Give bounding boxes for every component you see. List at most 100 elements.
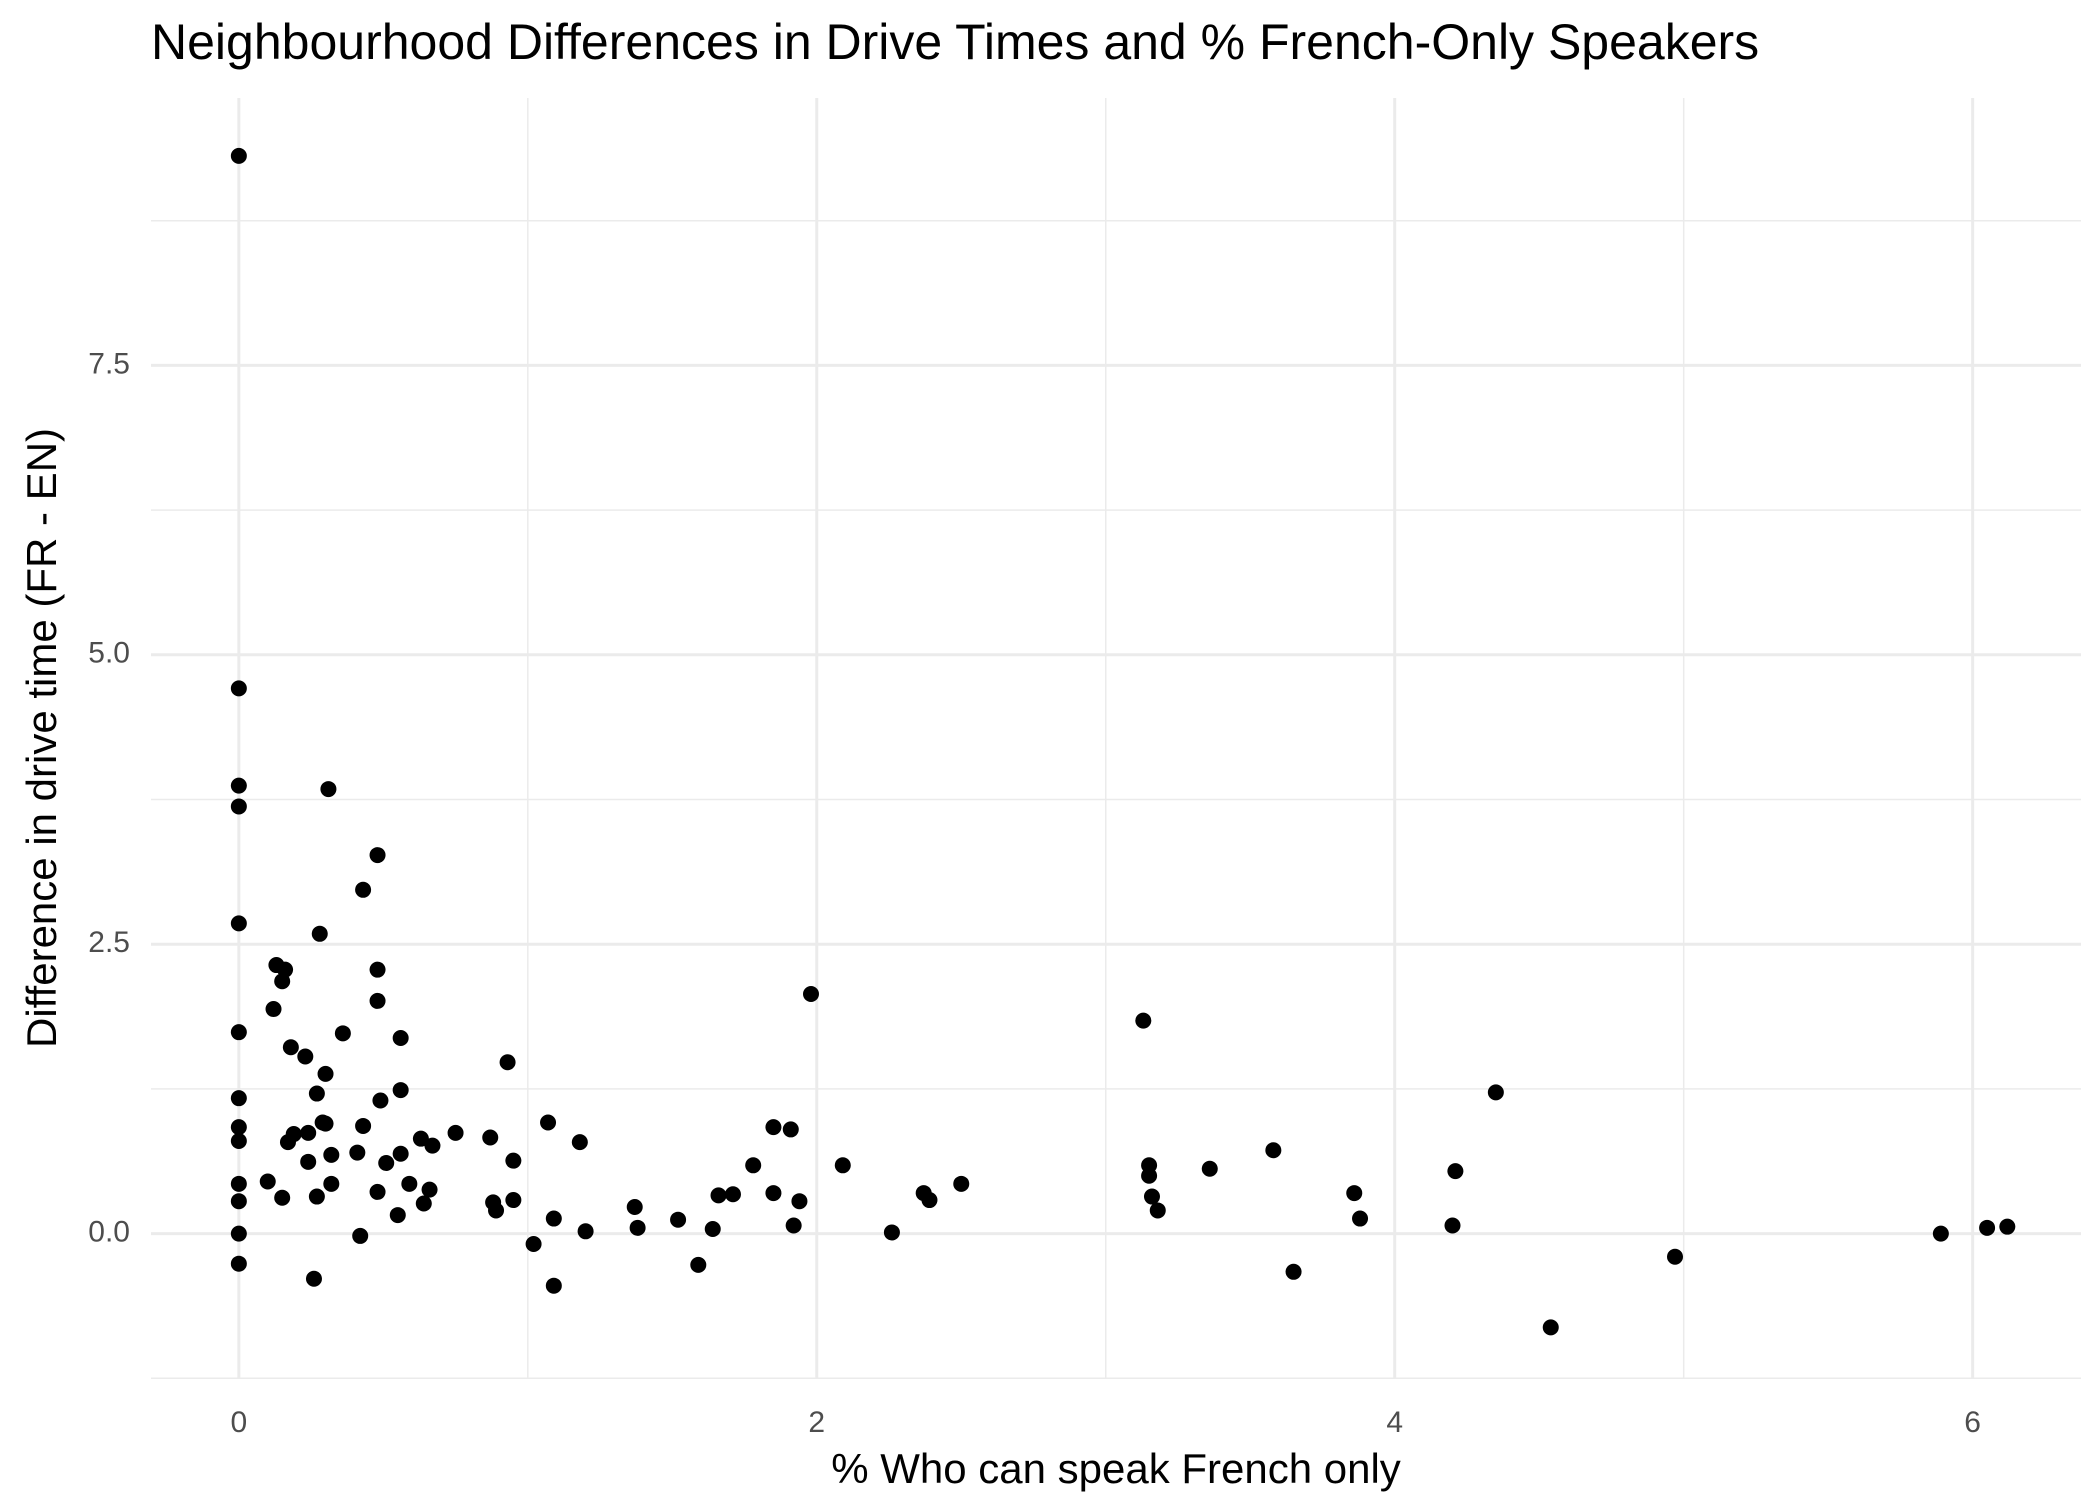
point <box>259 1173 276 1190</box>
point <box>349 1144 366 1161</box>
point <box>545 1210 562 1227</box>
point <box>1444 1217 1461 1234</box>
point <box>488 1202 505 1219</box>
point <box>525 1236 542 1253</box>
point <box>424 1137 441 1154</box>
point <box>230 680 247 697</box>
point <box>1143 1188 1160 1205</box>
point <box>323 1146 340 1163</box>
point <box>1346 1185 1363 1202</box>
y-axis-title: Difference in drive time (FR - EN) <box>18 428 65 1048</box>
point <box>392 1145 409 1162</box>
point <box>791 1193 808 1210</box>
point <box>230 798 247 815</box>
point <box>311 925 328 942</box>
point <box>545 1277 562 1294</box>
grid <box>151 98 2081 1380</box>
x-tick-label: 0 <box>231 1406 248 1439</box>
point <box>308 1085 325 1102</box>
point <box>704 1220 721 1237</box>
point <box>352 1227 369 1244</box>
point <box>323 1175 340 1192</box>
point <box>230 1119 247 1136</box>
points <box>230 147 2016 1336</box>
point <box>1201 1160 1218 1177</box>
point <box>230 147 247 164</box>
point <box>1265 1142 1282 1159</box>
y-tick-label: 2.5 <box>88 926 130 959</box>
x-tick-label: 6 <box>1964 1406 1981 1439</box>
point <box>1135 1012 1152 1029</box>
point <box>883 1224 900 1241</box>
point <box>355 881 372 898</box>
point <box>279 1134 296 1151</box>
point <box>389 1207 406 1224</box>
point <box>670 1211 687 1228</box>
point <box>953 1175 970 1192</box>
point <box>317 1115 334 1132</box>
point <box>265 1001 282 1018</box>
point <box>1999 1218 2016 1235</box>
point <box>230 1024 247 1041</box>
point <box>782 1121 799 1138</box>
point <box>1352 1210 1369 1227</box>
point <box>1447 1163 1464 1180</box>
point <box>392 1082 409 1099</box>
point <box>626 1198 643 1215</box>
point <box>300 1153 317 1170</box>
point <box>499 1054 516 1071</box>
point <box>300 1124 317 1141</box>
point <box>355 1117 372 1134</box>
point <box>297 1048 314 1065</box>
point <box>230 1132 247 1149</box>
point <box>369 992 386 1009</box>
point <box>320 781 337 798</box>
point <box>230 1225 247 1242</box>
point <box>447 1124 464 1141</box>
point <box>230 1193 247 1210</box>
point <box>412 1130 429 1147</box>
point <box>230 777 247 794</box>
point <box>765 1119 782 1136</box>
point <box>305 1270 322 1287</box>
point <box>505 1152 522 1169</box>
x-axis-title: % Who can speak French only <box>831 1445 1401 1492</box>
point <box>921 1192 938 1209</box>
point <box>421 1181 438 1198</box>
point <box>274 973 291 990</box>
point <box>834 1157 851 1174</box>
point <box>230 1090 247 1107</box>
y-tick-label: 7.5 <box>88 347 130 380</box>
point <box>710 1187 727 1204</box>
point <box>1932 1225 1949 1242</box>
x-tick-label: 2 <box>808 1406 825 1439</box>
point <box>401 1175 418 1192</box>
point <box>540 1114 557 1131</box>
point <box>378 1154 395 1171</box>
point <box>690 1256 707 1273</box>
point <box>802 985 819 1002</box>
point <box>1141 1167 1158 1184</box>
point <box>372 1092 389 1109</box>
point <box>1149 1202 1166 1219</box>
point <box>577 1223 594 1240</box>
point <box>765 1185 782 1202</box>
point <box>724 1186 741 1203</box>
point <box>369 847 386 864</box>
point <box>1979 1219 1996 1236</box>
point <box>785 1217 802 1234</box>
point <box>1487 1084 1504 1101</box>
point <box>392 1029 409 1046</box>
point <box>230 1255 247 1272</box>
y-tick-label: 5.0 <box>88 637 130 670</box>
point <box>317 1065 334 1082</box>
point <box>1542 1319 1559 1336</box>
point <box>334 1025 351 1042</box>
point <box>415 1195 432 1212</box>
point <box>308 1188 325 1205</box>
point <box>745 1157 762 1174</box>
point <box>629 1219 646 1236</box>
point <box>1667 1248 1684 1265</box>
point <box>230 1175 247 1192</box>
